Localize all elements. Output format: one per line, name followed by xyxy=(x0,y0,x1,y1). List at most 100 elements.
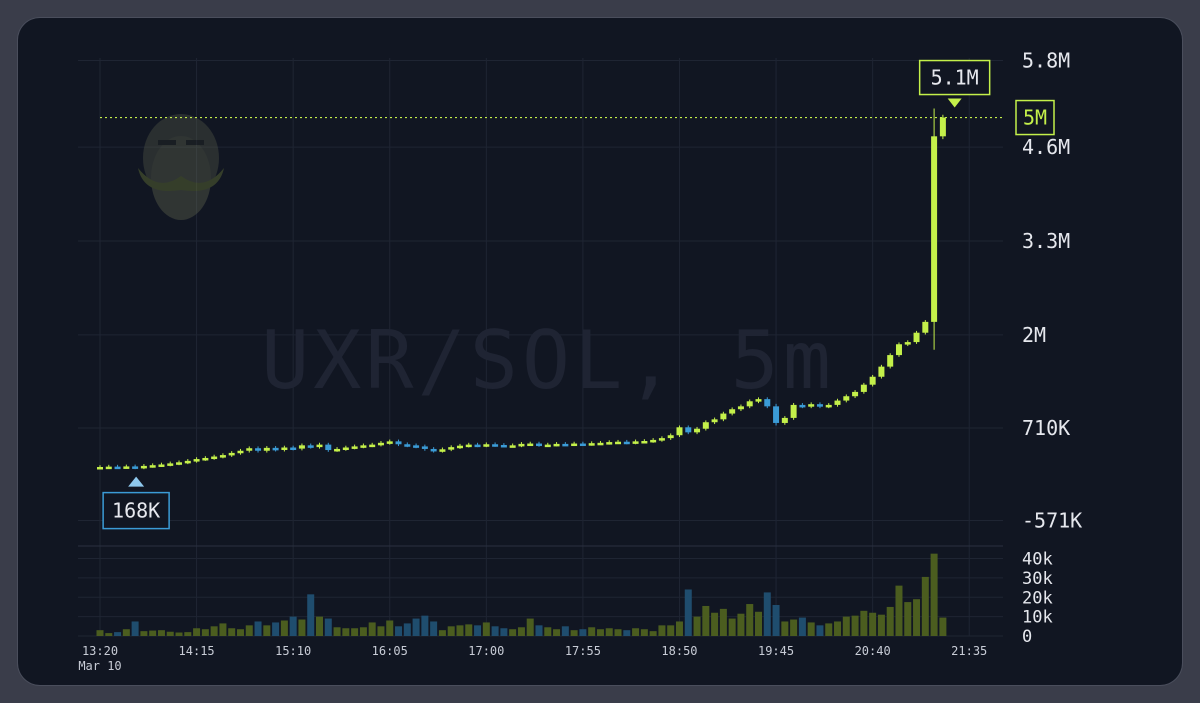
markers: 5M 5.1M 168K xyxy=(102,59,1055,530)
volume-bar xyxy=(105,633,113,636)
candles xyxy=(97,108,946,470)
volume-bar xyxy=(790,619,798,636)
candle-body xyxy=(562,443,569,447)
volume-bar xyxy=(122,629,130,636)
volume-bar xyxy=(570,630,578,636)
candle-body xyxy=(913,332,920,343)
price-tick-label: -571K xyxy=(1022,509,1082,533)
volume-bar xyxy=(447,626,455,636)
candle-body xyxy=(536,443,542,447)
candle-body xyxy=(492,444,499,447)
volume-bar xyxy=(632,628,640,636)
volume-bar xyxy=(465,624,473,636)
candle-body xyxy=(105,466,112,470)
candle-body xyxy=(518,443,525,447)
volume-bar xyxy=(403,623,411,636)
volume-bar xyxy=(667,625,675,636)
candle-body xyxy=(430,448,437,452)
candle-body xyxy=(781,417,788,423)
candle-body xyxy=(816,404,823,407)
volume-bar xyxy=(746,604,754,636)
candle-body xyxy=(237,450,244,454)
candle-body xyxy=(755,399,762,402)
candle-body xyxy=(615,441,622,445)
candle-body xyxy=(623,441,630,445)
candle-body xyxy=(650,439,657,443)
volume-bar xyxy=(412,618,420,636)
volume-bar xyxy=(772,605,780,636)
candle-body xyxy=(140,465,147,469)
candle-body xyxy=(667,435,674,439)
candle-body xyxy=(544,444,551,448)
volume-bar xyxy=(157,630,165,636)
high-marker-arrow xyxy=(947,98,962,108)
candle-body xyxy=(527,443,534,447)
volume-bar xyxy=(351,628,359,636)
time-tick-label: 14:15 xyxy=(179,644,215,658)
volume-bar xyxy=(482,622,490,636)
volume-bar xyxy=(386,620,394,636)
time-tick-label: 19:45 xyxy=(758,644,794,658)
candle-body xyxy=(729,409,736,414)
last-price-tag xyxy=(1015,99,1055,136)
volume-bar xyxy=(421,615,429,636)
candle-body xyxy=(606,442,613,445)
volume-bar xyxy=(675,621,683,636)
time-tick-label: 21:35 xyxy=(951,644,987,658)
volume-bar xyxy=(930,553,938,636)
volume-bar xyxy=(184,632,192,636)
volume-bar xyxy=(210,626,218,636)
volume-tick-label: 30k xyxy=(1022,569,1053,589)
candle-body xyxy=(746,401,753,407)
candle-body xyxy=(500,444,507,448)
volume-bar xyxy=(96,630,104,636)
volume-bar xyxy=(316,616,323,636)
volume-bar xyxy=(140,631,148,636)
candle-body xyxy=(878,366,885,377)
candle-body xyxy=(869,376,876,385)
price-tick-label: 2M xyxy=(1022,323,1046,347)
candle-body xyxy=(369,444,376,448)
candle-body xyxy=(799,404,806,408)
candle-body xyxy=(255,448,262,451)
candle-body xyxy=(97,466,103,470)
time-tick-label: 17:55 xyxy=(565,644,601,658)
volume-bar xyxy=(851,615,859,636)
candle-body xyxy=(132,466,139,469)
candle-body xyxy=(676,427,683,436)
candle-body xyxy=(939,117,946,137)
volume-bar xyxy=(535,625,543,636)
volume-bar xyxy=(149,630,157,636)
candle-body xyxy=(825,404,832,408)
volume-bar xyxy=(517,627,525,636)
candle-body xyxy=(342,447,349,451)
candle-body xyxy=(834,400,841,405)
volume-bar xyxy=(869,612,877,636)
candle-body xyxy=(158,464,165,467)
volume-bar xyxy=(114,632,122,636)
candle-body xyxy=(860,384,867,392)
volume-bar xyxy=(491,626,499,636)
volume-bar xyxy=(324,618,332,636)
candle-body xyxy=(377,442,384,446)
candle-body xyxy=(202,457,209,461)
candle-body xyxy=(483,444,490,447)
price-chart[interactable]: UXR/SOL, 5m 5.8M 4.6M 3.3M 2M 710K -571K 40k30… xyxy=(18,18,1182,685)
volume-bar xyxy=(904,602,912,636)
candle-body xyxy=(711,419,718,423)
volume-bar xyxy=(834,621,842,636)
low-marker-label: 168K xyxy=(112,499,160,523)
candle-body xyxy=(895,344,902,356)
volume-tick-label: 0 xyxy=(1022,627,1032,647)
candle-body xyxy=(790,404,797,418)
volume-bar xyxy=(886,606,894,636)
candle-body xyxy=(421,446,428,449)
candle-body xyxy=(290,447,297,451)
volume-bar xyxy=(219,623,227,636)
volume-bar xyxy=(596,629,604,636)
volume-bar xyxy=(798,617,806,636)
candle-body xyxy=(439,449,446,452)
time-tick-label: 15:10 xyxy=(275,644,311,658)
candle-body xyxy=(167,463,174,466)
volume-bar xyxy=(228,628,236,636)
